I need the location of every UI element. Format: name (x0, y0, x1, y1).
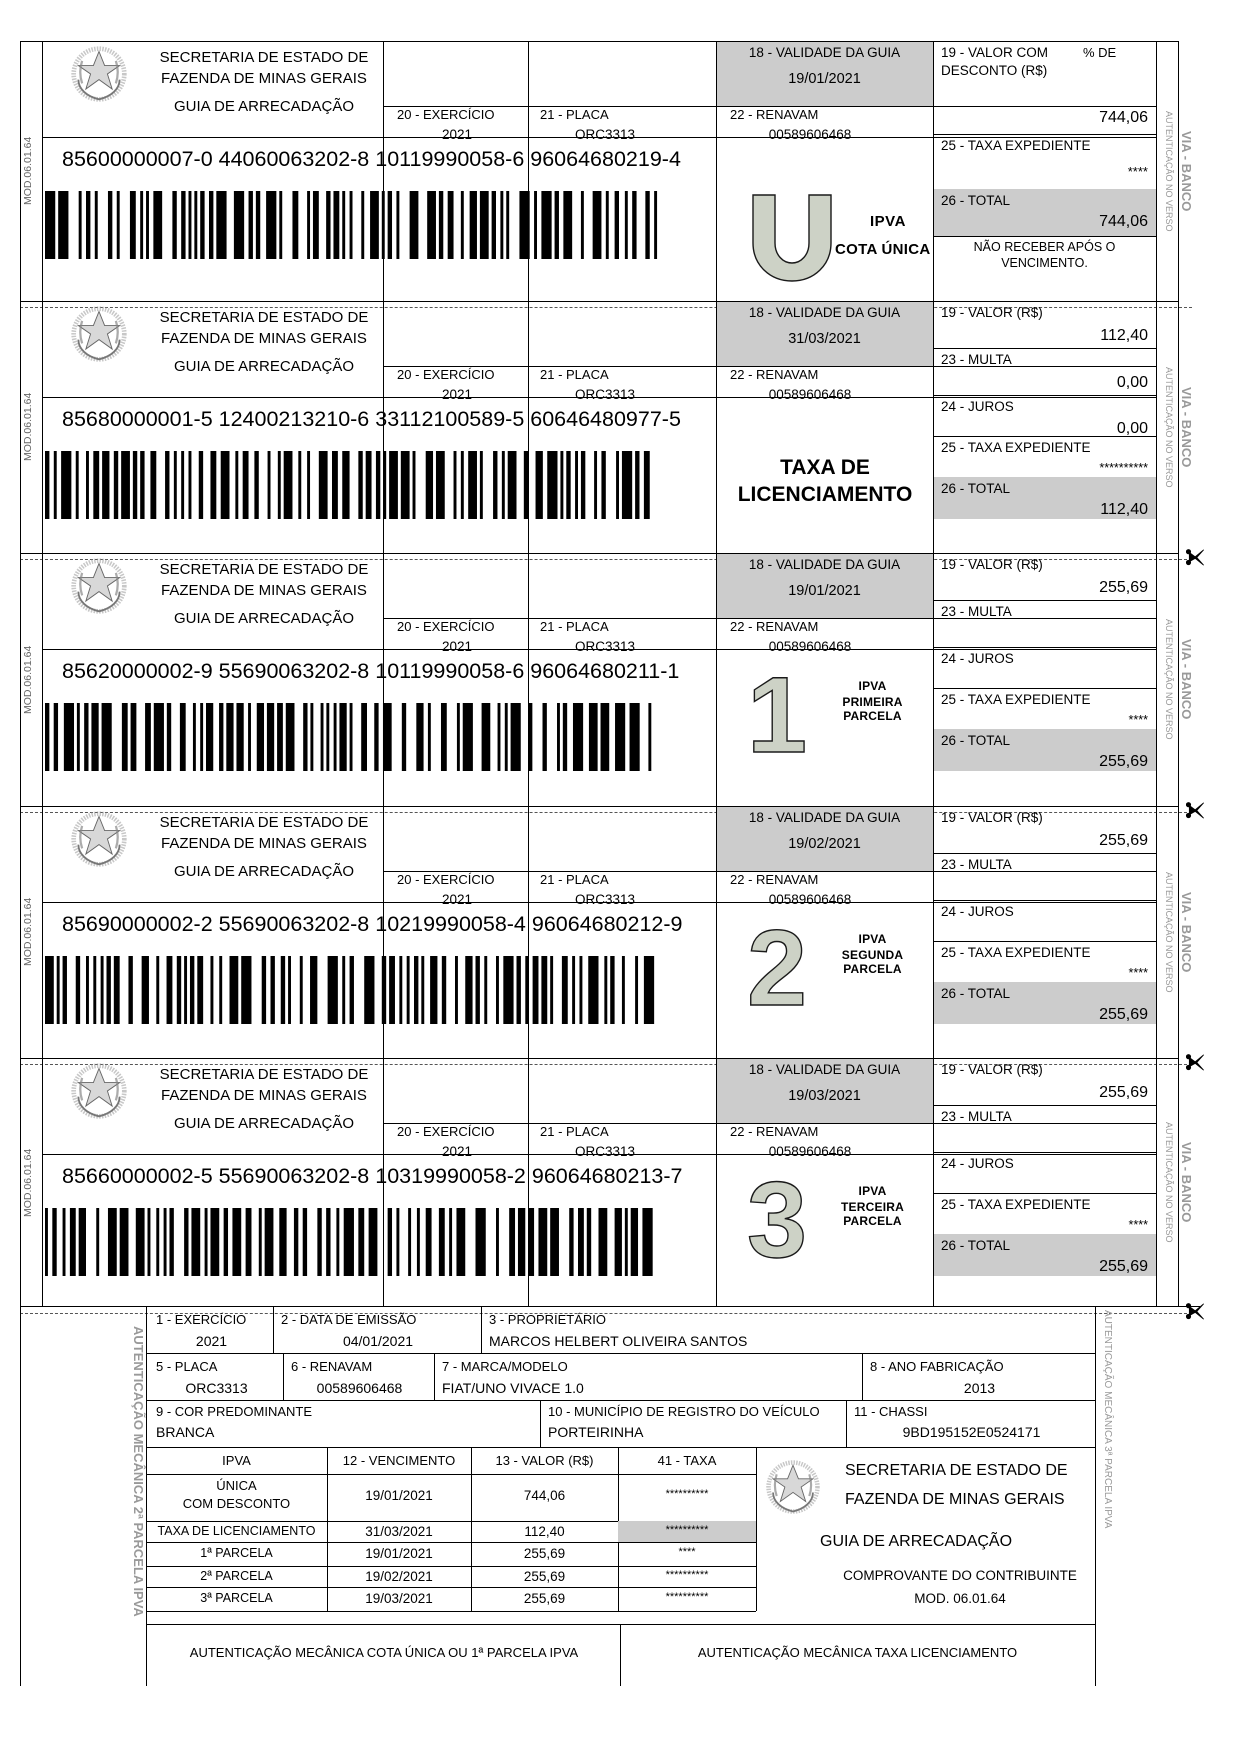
svg-text:1: 1 (747, 666, 807, 766)
svg-text:3: 3 (747, 1171, 807, 1271)
svg-text:2: 2 (747, 919, 807, 1019)
